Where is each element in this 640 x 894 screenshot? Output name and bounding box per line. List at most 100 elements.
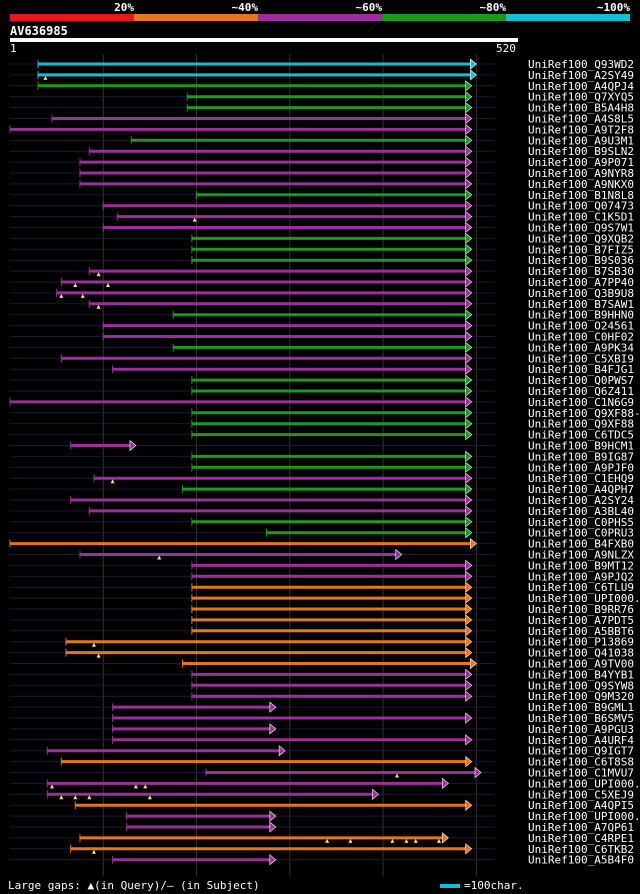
scale-key: =100char. (440, 879, 524, 892)
hit-label: UniRef100_C1EHQ9 (528, 472, 634, 485)
hit-label: UniRef100_Q41038 (528, 647, 634, 660)
hit-label: UniRef100_B9IG87 (528, 450, 634, 463)
hit-arrow (465, 461, 473, 473)
hit-label: UniRef100_A9PJQ2 (528, 570, 634, 583)
hit-arrow (465, 309, 473, 321)
query-gap-marker (87, 795, 92, 800)
query-gap-marker (110, 479, 115, 484)
hit-arrow (470, 537, 477, 550)
hit-label: UniRef100_A9TV00 (528, 658, 634, 671)
query-gap-marker (143, 784, 148, 789)
hit-label: UniRef100_A7PDT5 (528, 614, 634, 627)
query-gap-marker (91, 642, 96, 647)
hit-arrow (395, 548, 403, 561)
query-gap-marker (73, 795, 78, 800)
hit-arrow (465, 330, 473, 343)
query-gap-marker (73, 283, 78, 287)
hit-label: UniRef100_B9S036 (528, 254, 634, 267)
hit-label: UniRef100_A9NYR8 (528, 167, 634, 180)
hit-arrow (465, 298, 473, 310)
query-gap-marker (395, 773, 400, 778)
hit-arrow (465, 734, 473, 746)
hit-arrow (465, 352, 473, 364)
hit-arrow (465, 428, 473, 441)
hit-label: UniRef100_Q9XF88-2 (528, 407, 640, 420)
hit-arrow (465, 265, 473, 277)
query-gap-marker (96, 653, 101, 658)
hit-arrow (465, 418, 473, 430)
legend-label-40: ~40% (231, 1, 259, 14)
hit-label: UniRef100_B4FXB0 (528, 538, 634, 551)
hit-arrow (470, 657, 477, 670)
hit-arrow (465, 570, 473, 582)
hit-label: UniRef100_A4QPI5 (528, 799, 634, 812)
hit-label: UniRef100_A9NKX0 (528, 178, 634, 191)
hit-label: UniRef100_A9U3M1 (528, 134, 634, 147)
query-gap-marker (80, 293, 85, 298)
hit-arrow (465, 472, 473, 484)
query-gap-marker (437, 838, 442, 843)
legend-label-20: 20% (114, 1, 134, 14)
ruler-end-label: 520 (496, 42, 516, 55)
hit-arrow (465, 592, 473, 604)
legend-label-60: ~60% (355, 1, 383, 14)
hit-label: UniRef100_Q9S7W1 (528, 222, 634, 235)
hit-label: UniRef100_B4FJG1 (528, 363, 634, 376)
hit-label: UniRef100_B6SMV5 (528, 712, 634, 725)
hit-label: UniRef100_B4YYB1 (528, 668, 634, 681)
hit-arrow (465, 799, 473, 811)
hit-label: UniRef100_A9T2F8 (528, 123, 634, 136)
query-gap-marker (49, 784, 54, 789)
query-ruler (10, 38, 518, 42)
hit-arrow (465, 178, 473, 190)
hit-label: UniRef100_B9HHN0 (528, 309, 634, 322)
hit-arrow (470, 69, 477, 81)
hit-label: UniRef100_Q93WD2 (528, 58, 634, 71)
hit-arrow (465, 712, 473, 724)
hit-arrow (465, 450, 473, 463)
hit-arrow (465, 167, 473, 179)
hit-label: UniRef100_B9SLN2 (528, 145, 634, 158)
hit-arrow (465, 505, 473, 517)
hit-arrow (465, 189, 473, 201)
legend-segment-80 (382, 14, 506, 21)
legend-label-80: ~80% (479, 1, 507, 14)
hit-label: UniRef100_C0HF02 (528, 331, 634, 344)
hit-label: UniRef100_B7FIZ5 (528, 243, 634, 256)
query-gap-marker (43, 75, 48, 80)
gaps-footnote: Large gaps: ▲(in Query)/— (in Subject) (8, 879, 260, 892)
hit-arrow (465, 101, 473, 114)
hit-arrow (465, 287, 473, 299)
hit-arrow (465, 843, 473, 855)
hit-arrow (465, 374, 473, 386)
hit-arrow (465, 625, 473, 637)
hit-arrow (474, 766, 482, 779)
hit-label: UniRef100_P13869 (528, 636, 634, 649)
hit-arrow (465, 145, 473, 157)
hit-label: UniRef100_A9PJF0 (528, 461, 634, 474)
hit-label: UniRef100_A9NLZX (528, 549, 634, 562)
hit-label: UniRef100_UPI000.. (528, 777, 640, 790)
hit-label: UniRef100_B9MT12 (528, 559, 634, 572)
query-gap-marker (59, 795, 64, 800)
identity-legend: 20% ~40% ~60% ~80% ~100% (0, 0, 640, 22)
hit-arrow (129, 439, 137, 452)
query-gap-marker (390, 838, 395, 843)
hit-label: UniRef100_B7SAW1 (528, 298, 634, 311)
query-gap-marker (96, 272, 101, 277)
hit-arrow (465, 363, 473, 375)
query-gap-marker (404, 838, 409, 843)
query-gap-marker (147, 795, 152, 800)
legend-segment-40 (134, 14, 258, 21)
hit-label: UniRef100_C0PRU3 (528, 527, 634, 540)
hit-label: UniRef100_Q9XQB2 (528, 232, 634, 245)
hit-arrow (278, 745, 286, 757)
query-gap-marker (96, 304, 101, 309)
hit-label: UniRef100_Q07473 (528, 200, 634, 213)
hit-arrow (465, 559, 473, 572)
hit-label: UniRef100_B5A4H8 (528, 102, 634, 115)
hit-label: UniRef100_A4QPJ4 (528, 80, 634, 93)
hit-label: UniRef100_Q9SYW8 (528, 679, 634, 692)
hit-arrow (465, 755, 473, 768)
